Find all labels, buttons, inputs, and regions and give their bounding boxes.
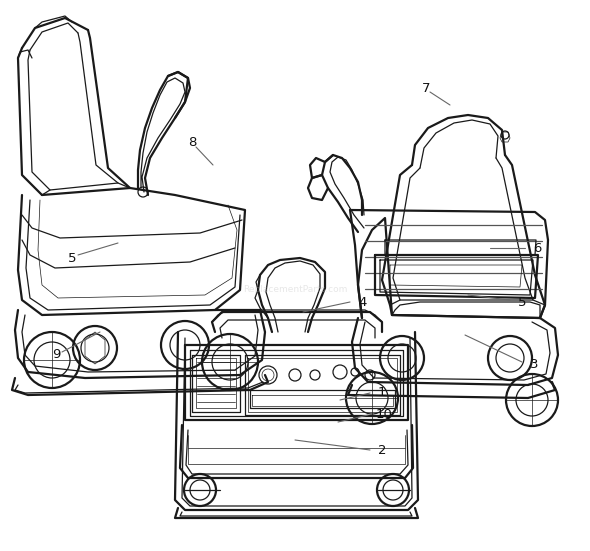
Text: 5: 5 — [518, 296, 526, 310]
Text: 7: 7 — [422, 82, 431, 95]
Text: 6: 6 — [533, 241, 542, 255]
Text: 2: 2 — [378, 444, 386, 456]
Text: 1: 1 — [378, 386, 386, 399]
Text: 10: 10 — [376, 408, 393, 422]
Text: ReplacementParts.com: ReplacementParts.com — [243, 285, 347, 294]
Text: 5: 5 — [68, 251, 77, 264]
Text: 9: 9 — [52, 348, 60, 361]
Text: 3: 3 — [530, 359, 539, 371]
Text: 8: 8 — [188, 137, 196, 149]
Text: 4: 4 — [358, 295, 366, 309]
